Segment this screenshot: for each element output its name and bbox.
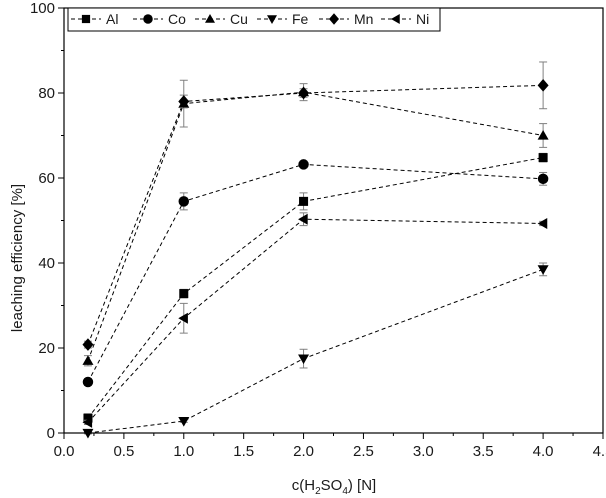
x-tick-label: 1.5 xyxy=(233,443,254,460)
x-tick-label: 0.5 xyxy=(113,443,134,460)
legend-marker-fe xyxy=(267,15,277,24)
data-point-al-1 xyxy=(179,289,189,299)
axes-layer: 0.0 0.5 1.0 1.5 2.0 2.5 3.0 3.5 4.0 4.5 0 20 40 60 80 1… xyxy=(30,0,606,460)
data-point-al-0 xyxy=(83,413,93,423)
data-point-co-1 xyxy=(178,196,190,207)
data-point-cu-0 xyxy=(82,355,94,365)
legend-marker-mn xyxy=(329,13,339,25)
data-point-al-2 xyxy=(299,196,309,206)
data-point-ni-1 xyxy=(178,312,188,324)
legend-box xyxy=(67,7,441,32)
series-mn xyxy=(82,61,549,351)
data-point-mn-0 xyxy=(82,338,94,351)
series-line-co xyxy=(87,163,544,383)
legend: Al Co Cu Fe Mn Ni xyxy=(67,7,441,32)
series-line-cu xyxy=(87,91,544,361)
x-tick-label: 0.0 xyxy=(54,443,75,460)
data-point-ni-2 xyxy=(298,213,308,225)
series-ni xyxy=(82,212,548,428)
legend-marker-ni xyxy=(391,14,400,24)
series-line-mn xyxy=(87,84,544,345)
data-point-co-3 xyxy=(537,173,549,185)
data-point-ni-0 xyxy=(82,416,93,428)
legend-item-al: Al xyxy=(71,11,118,27)
legend-label: Cu xyxy=(230,11,248,27)
data-point-fe-2 xyxy=(298,354,310,365)
data-point-fe-1 xyxy=(178,416,190,427)
y-axis-label: leaching efficiency [%] xyxy=(9,184,26,332)
legend-item-mn: Mn xyxy=(319,11,373,27)
x-tick-label: 1.0 xyxy=(173,443,194,460)
data-point-cu-3 xyxy=(537,130,549,140)
y-tick-label: 40 xyxy=(38,255,55,272)
x-tick-label: 2.5 xyxy=(353,443,374,460)
data-point-mn-1 xyxy=(178,95,190,108)
series-fe xyxy=(82,262,549,439)
series-al xyxy=(83,152,548,423)
legend-label: Al xyxy=(106,11,118,27)
y-tick-label: 20 xyxy=(38,340,55,357)
legend-item-co: Co xyxy=(133,11,186,27)
legend-item-cu: Cu xyxy=(195,11,248,27)
y-tick-label: 100 xyxy=(30,0,55,17)
x-tick-label: 4.0 xyxy=(533,443,554,460)
legend-marker-co xyxy=(143,14,153,24)
data-point-mn-3 xyxy=(537,79,549,92)
series-line-al xyxy=(87,157,544,419)
y-tick-label: 60 xyxy=(38,170,55,187)
x-axis-label-prefix: c(H xyxy=(292,477,315,494)
x-tick-label: 3.5 xyxy=(473,443,494,460)
series-line-fe xyxy=(87,268,544,434)
plot-frame xyxy=(63,7,604,434)
x-axis-label-suffix: ) [N] xyxy=(348,477,376,494)
data-point-ni-3 xyxy=(537,217,548,229)
series-line-ni xyxy=(87,218,544,423)
x-tick-label: 3.0 xyxy=(413,443,434,460)
legend-marker-cu xyxy=(205,14,215,23)
x-axis-label-sub2: 4 xyxy=(342,486,348,497)
data-point-fe-3 xyxy=(537,265,549,275)
series-co xyxy=(82,159,549,388)
data-point-co-2 xyxy=(298,159,309,170)
x-tick-label: 4.5 xyxy=(593,443,606,460)
legend-label: Mn xyxy=(354,11,373,27)
legend-marker-al xyxy=(81,14,91,24)
series-layer xyxy=(82,61,549,439)
legend-label: Co xyxy=(168,11,186,27)
legend-label: Ni xyxy=(416,11,429,27)
data-point-al-3 xyxy=(538,153,548,163)
y-tick-label: 0 xyxy=(47,425,55,442)
legend-item-ni: Ni xyxy=(381,11,429,27)
legend-label: Fe xyxy=(292,11,309,27)
x-axis-label-sub1: 2 xyxy=(315,486,321,497)
data-point-fe-0 xyxy=(82,428,94,439)
data-point-co-0 xyxy=(82,376,94,388)
x-tick-label: 2.0 xyxy=(293,443,314,460)
series-cu xyxy=(82,79,549,367)
x-axis-label: c(H2SO4) [N] xyxy=(292,477,376,497)
legend-item-fe: Fe xyxy=(257,11,309,27)
data-point-mn-2 xyxy=(298,86,310,100)
y-tick-label: 80 xyxy=(38,85,55,102)
x-axis-label-mid: SO xyxy=(321,477,343,494)
